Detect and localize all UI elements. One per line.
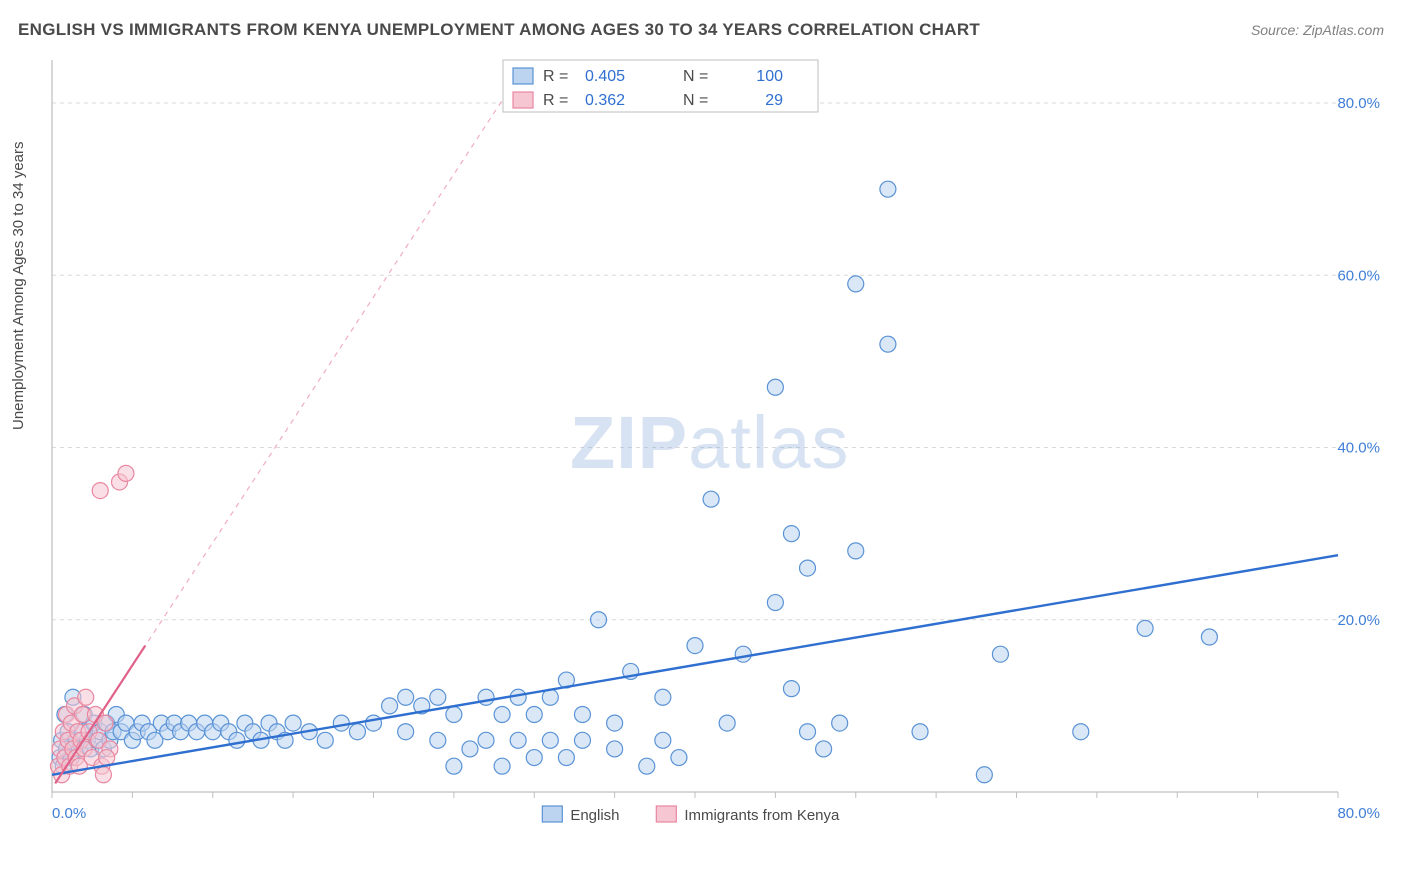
data-point	[671, 750, 687, 766]
data-point	[880, 336, 896, 352]
data-point	[92, 483, 108, 499]
data-point	[349, 724, 365, 740]
data-point	[99, 750, 115, 766]
data-point	[478, 732, 494, 748]
data-point	[783, 681, 799, 697]
data-point	[992, 646, 1008, 662]
data-point	[800, 560, 816, 576]
legend-r-value: 0.362	[585, 92, 625, 109]
legend-n-value: 100	[756, 68, 783, 85]
data-point	[478, 689, 494, 705]
data-point	[816, 741, 832, 757]
data-point	[542, 732, 558, 748]
data-point	[1201, 629, 1217, 645]
data-point	[574, 732, 590, 748]
legend-swatch	[513, 68, 533, 84]
source-label: Source:	[1251, 22, 1299, 38]
legend-r-label: R =	[543, 68, 568, 85]
y-tick-label: 20.0%	[1337, 612, 1380, 629]
data-point	[848, 543, 864, 559]
data-point	[976, 767, 992, 783]
scatter-plot: 20.0% 40.0% 60.0% 80.0% 0.0% 80.0% R = 0.405 N =…	[48, 58, 1384, 828]
data-point	[118, 465, 134, 481]
data-point	[510, 732, 526, 748]
data-point	[767, 379, 783, 395]
data-point	[446, 758, 462, 774]
data-point	[95, 767, 111, 783]
data-point	[430, 689, 446, 705]
legend-r-label: R =	[543, 92, 568, 109]
data-point	[687, 638, 703, 654]
data-point	[703, 491, 719, 507]
data-point	[526, 706, 542, 722]
source-attribution: Source: ZipAtlas.com	[1251, 22, 1384, 38]
data-point	[607, 741, 623, 757]
data-point	[767, 595, 783, 611]
data-point	[333, 715, 349, 731]
data-point	[1073, 724, 1089, 740]
legend-swatch	[656, 806, 676, 822]
data-point	[800, 724, 816, 740]
legend-swatch	[513, 92, 533, 108]
data-point	[1137, 620, 1153, 636]
chart-title: ENGLISH VS IMMIGRANTS FROM KENYA UNEMPLO…	[18, 20, 980, 40]
data-point	[398, 689, 414, 705]
data-point	[912, 724, 928, 740]
data-point	[494, 706, 510, 722]
y-tick-label: 80.0%	[1337, 95, 1380, 112]
legend-n-label: N =	[683, 92, 708, 109]
data-point	[382, 698, 398, 714]
legend-r-value: 0.405	[585, 68, 625, 85]
x-tick-label: 80.0%	[1337, 805, 1380, 822]
data-point	[494, 758, 510, 774]
y-axis-label: Unemployment Among Ages 30 to 34 years	[10, 141, 27, 430]
legend-bottom: English Immigrants from Kenya	[542, 806, 840, 824]
data-point	[574, 706, 590, 722]
data-point	[526, 750, 542, 766]
trend-line	[52, 555, 1338, 775]
y-tick-label: 60.0%	[1337, 267, 1380, 284]
legend-label: English	[570, 807, 619, 824]
data-point	[285, 715, 301, 731]
data-point	[783, 526, 799, 542]
data-point	[607, 715, 623, 731]
data-point	[430, 732, 446, 748]
data-point	[655, 732, 671, 748]
source-value: ZipAtlas.com	[1303, 22, 1384, 38]
data-point	[446, 706, 462, 722]
data-point	[655, 689, 671, 705]
data-point	[366, 715, 382, 731]
data-point	[639, 758, 655, 774]
legend-swatch	[542, 806, 562, 822]
data-point	[719, 715, 735, 731]
legend-top: R = 0.405 N = 100 R = 0.362 N = 29	[503, 60, 818, 112]
data-point	[591, 612, 607, 628]
data-point	[398, 724, 414, 740]
data-point	[880, 181, 896, 197]
legend-label: Immigrants from Kenya	[684, 807, 840, 824]
data-point	[78, 689, 94, 705]
legend-n-label: N =	[683, 68, 708, 85]
x-tick-label: 0.0%	[52, 805, 86, 822]
data-point	[462, 741, 478, 757]
data-point	[317, 732, 333, 748]
data-point	[848, 276, 864, 292]
y-tick-label: 40.0%	[1337, 440, 1380, 457]
data-point	[832, 715, 848, 731]
data-point	[558, 750, 574, 766]
data-point	[735, 646, 751, 662]
data-point	[229, 732, 245, 748]
legend-n-value: 29	[765, 92, 783, 109]
